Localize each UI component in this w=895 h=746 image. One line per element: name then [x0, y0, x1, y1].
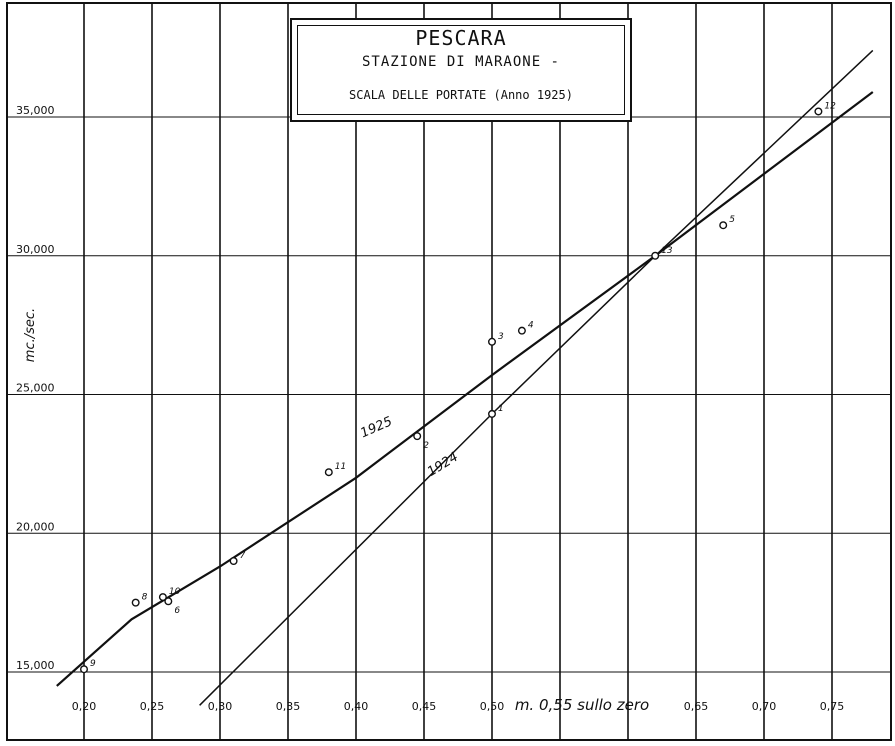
outer-frame: [6, 2, 892, 741]
series-label-1925: 1925: [358, 414, 394, 441]
data-point-label: 10: [169, 587, 181, 597]
data-point-label: 7: [240, 551, 246, 561]
y-tick-label: 30,000: [16, 243, 55, 256]
data-point-label: 8: [142, 593, 148, 603]
data-point-label: 3: [498, 332, 504, 342]
data-point: [488, 409, 497, 418]
data-point: [229, 557, 238, 566]
data-point: [79, 665, 88, 674]
series-label-1924: 1924: [425, 450, 461, 480]
data-point: [719, 221, 728, 230]
data-point: [131, 598, 140, 607]
y-axis-label: mc./sec.: [23, 308, 38, 362]
data-point-label: 13: [661, 246, 673, 256]
data-point: [164, 597, 173, 606]
x-tick-label: 0,20: [72, 700, 97, 713]
x-tick-label: 0,70: [752, 700, 777, 713]
x-tick-label: 0,75: [820, 700, 845, 713]
data-point-label: 11: [335, 462, 346, 472]
data-point: [814, 107, 823, 116]
data-point-label: 9: [90, 659, 96, 669]
y-tick-label: 15,000: [16, 659, 55, 672]
title-box: PESCARA STAZIONE DI MARAONE - SCALA DELL…: [290, 18, 632, 122]
data-point-label: 5: [729, 215, 735, 225]
data-point: [651, 251, 660, 260]
x-axis-label: m. 0,55 sullo zero: [515, 696, 649, 714]
x-tick-labels: 0,20 0,25 0,30 0,35 0,40 0,45 0,50 0,65 0,70 0,75: [72, 700, 845, 713]
chart-subtitle: STAZIONE DI MARAONE -: [361, 54, 560, 70]
y-tick-label: 20,000: [16, 520, 55, 533]
data-point: [488, 337, 497, 346]
x-tick-label: 0,50: [480, 700, 505, 713]
y-tick-labels: 15,000 20,000 25,000 30,000 35,000: [16, 104, 55, 672]
title-inner-frame: [297, 25, 625, 115]
x-tick-label: 0,45: [412, 700, 437, 713]
data-point: [324, 468, 333, 477]
data-point: [158, 593, 167, 602]
chart-title: PESCARA: [415, 26, 507, 50]
data-point-label: 12: [824, 101, 836, 111]
chart-subtitle-2: SCALA DELLE PORTATE (Anno 1925): [349, 88, 573, 102]
data-point: [413, 432, 422, 441]
data-point-label: 2: [423, 441, 429, 451]
x-tick-label: 0,30: [208, 700, 233, 713]
data-points: 9 8 10 6 7 11 2 3 1 4 13 5 12: [79, 101, 836, 674]
data-point-label: 6: [174, 606, 180, 616]
data-point-label: 1: [498, 404, 504, 414]
x-tick-label: 0,40: [344, 700, 369, 713]
y-tick-label: 35,000: [16, 104, 55, 117]
data-point: [517, 326, 526, 335]
x-tick-label: 0,25: [140, 700, 165, 713]
series-line-1924: [199, 49, 874, 706]
x-tick-label: 0,65: [684, 700, 709, 713]
data-point-label: 4: [528, 321, 534, 331]
x-tick-label: 0,35: [276, 700, 301, 713]
y-tick-label: 25,000: [16, 382, 55, 395]
